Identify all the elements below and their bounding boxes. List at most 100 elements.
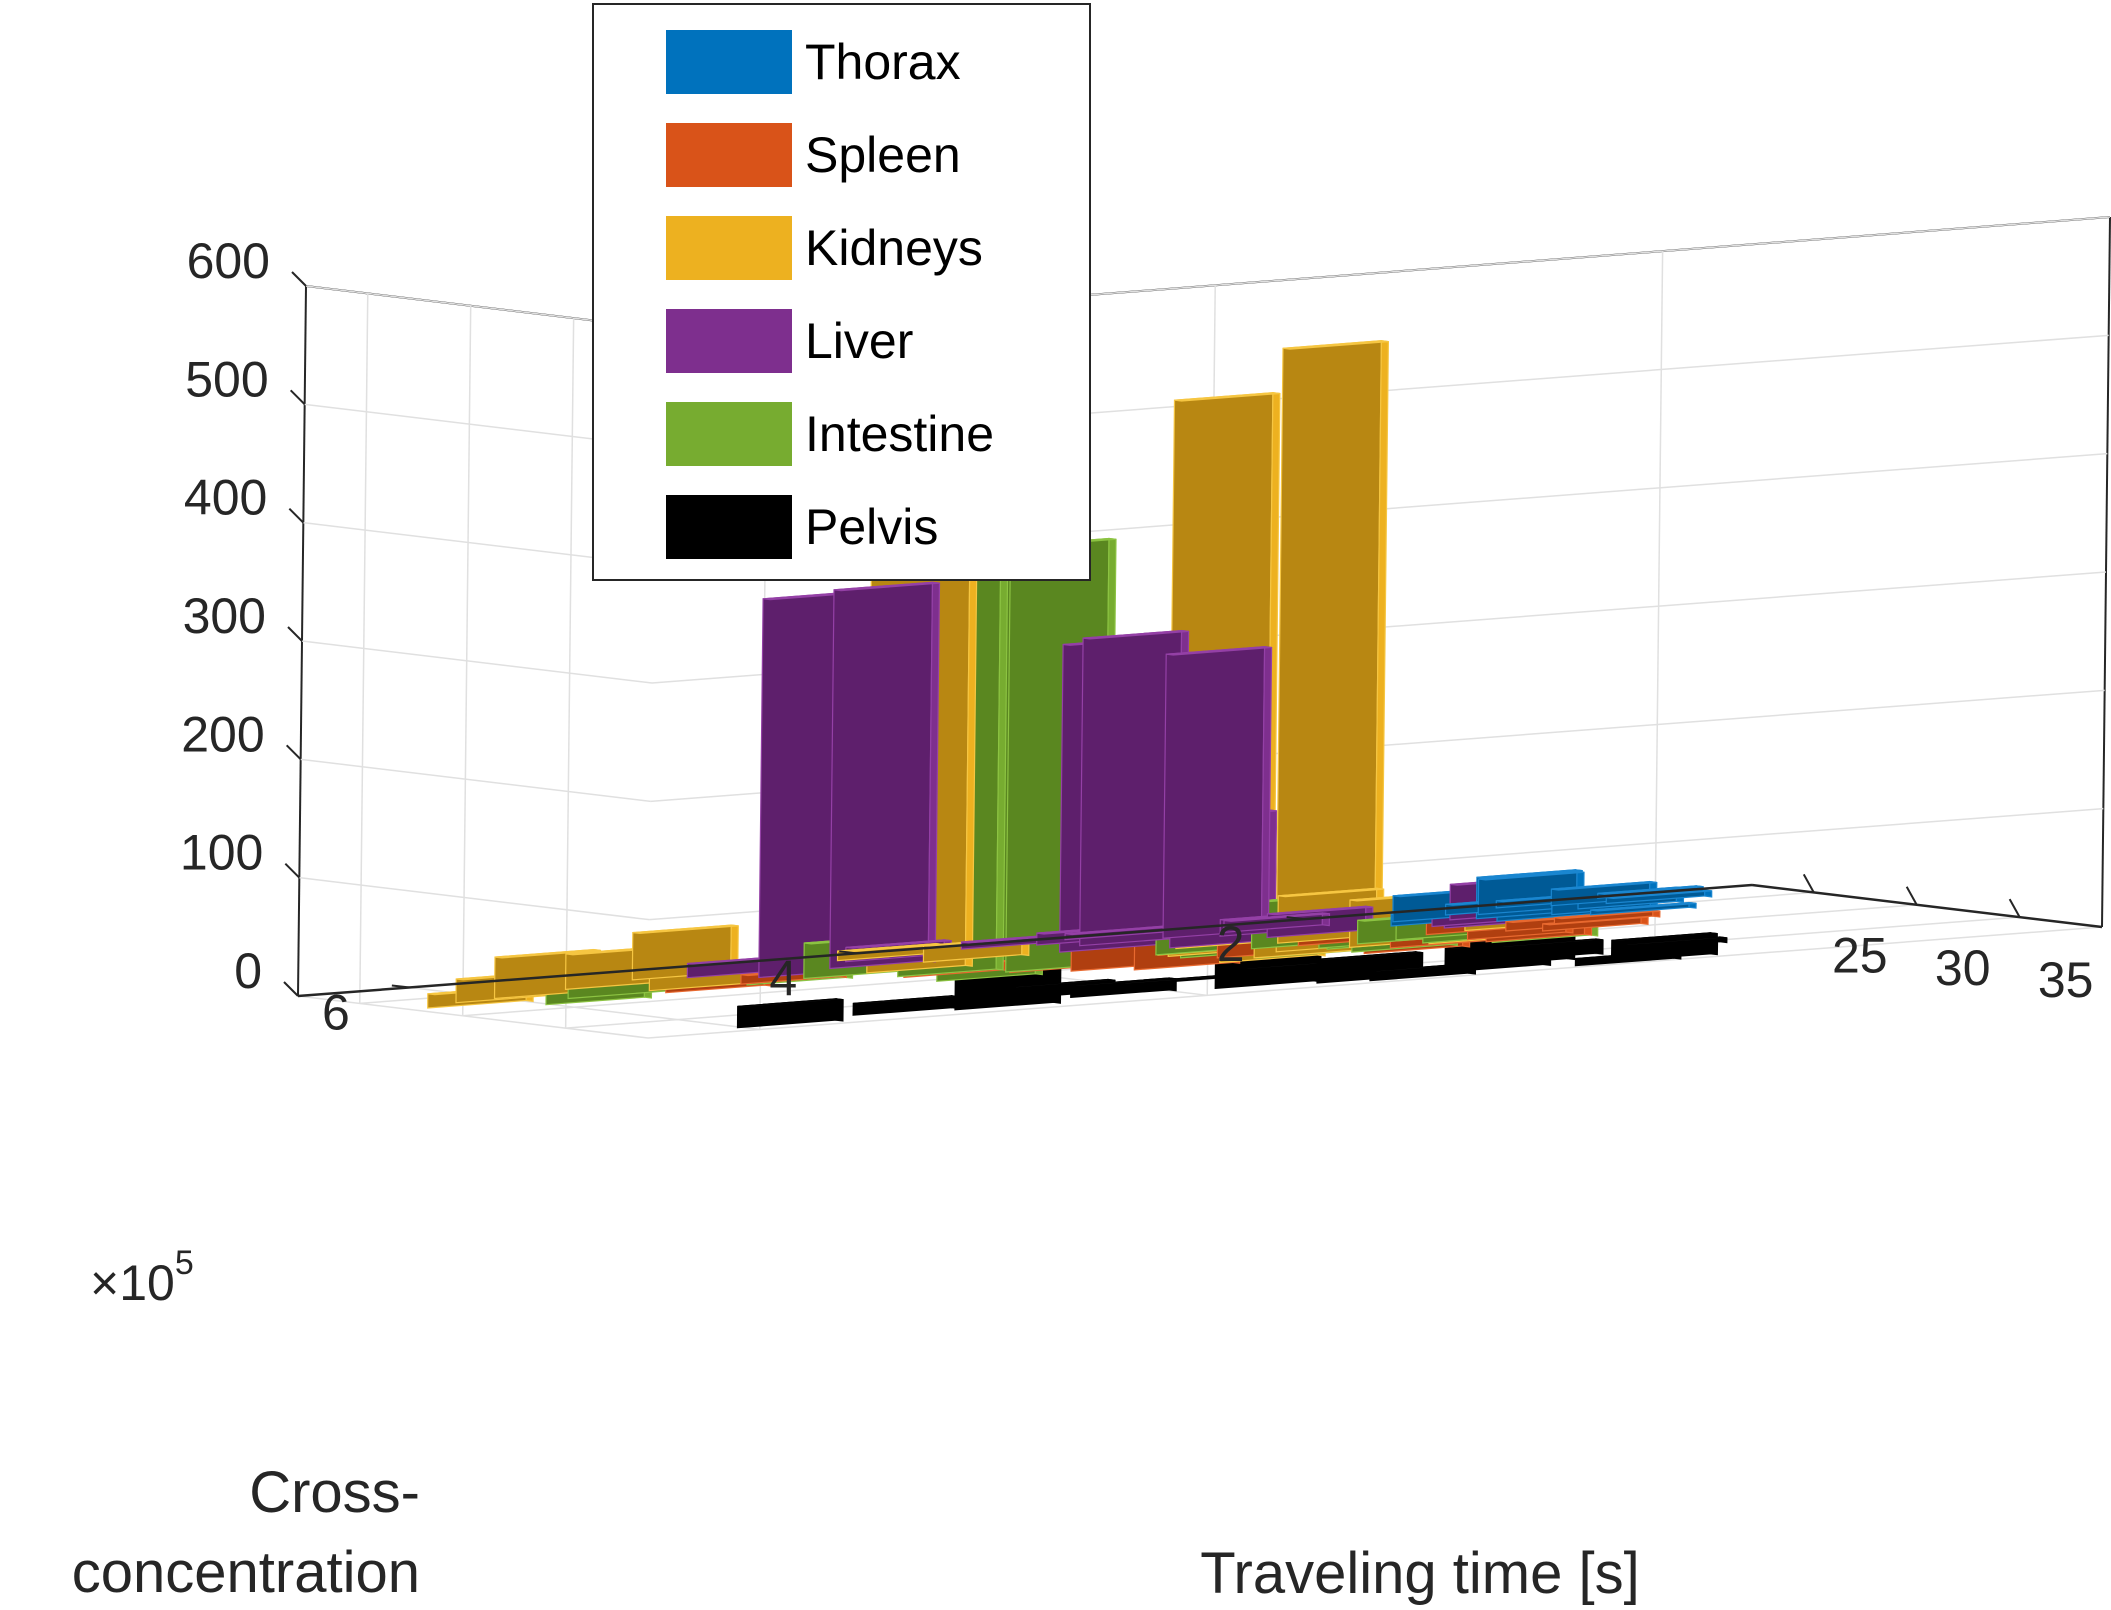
legend-label: Kidneys <box>805 220 983 276</box>
z-tick-mark <box>285 744 302 761</box>
legend-swatch <box>666 123 792 187</box>
axes-box-front <box>297 883 2103 998</box>
legend-swatch <box>666 30 792 94</box>
bar-top-face <box>1317 951 1423 961</box>
bar-top-face <box>833 581 940 592</box>
legend-entry-kidneys: Kidneys <box>666 216 983 280</box>
legend-box <box>592 3 1091 581</box>
tick-layer: 0 100 200 300 400 500 600 25 30 35 2 4 6 <box>180 233 2094 1040</box>
z-tick-label: 600 <box>187 233 270 289</box>
bar-pelvis <box>1496 938 1604 962</box>
y-axis-multiplier: ×105 <box>90 1244 194 1311</box>
z-tick-mark <box>284 862 301 879</box>
legend-swatch <box>666 309 792 373</box>
x-tick-mark <box>2008 898 2021 918</box>
z-tick-label: 300 <box>183 588 266 644</box>
bar-top-face <box>1478 870 1585 881</box>
y-tick-label: 2 <box>1217 916 1245 972</box>
bar-kidneys <box>1275 340 1390 953</box>
y-tick-mark <box>1286 916 1305 921</box>
z-tick-label: 200 <box>181 706 264 762</box>
grid-line-x-back <box>461 305 472 1016</box>
bar-top-face <box>1009 978 1116 989</box>
bar-top-face <box>1083 629 1189 640</box>
legend-entry-liver: Liver <box>666 309 913 373</box>
x-tick-mark <box>1802 873 1815 893</box>
grid-line-z-back <box>300 758 651 803</box>
y-axis-label-line-1: Cross- <box>249 1460 420 1525</box>
x-axis-label: Traveling time [s] <box>1200 1541 1639 1606</box>
bar-pelvis <box>736 998 844 1029</box>
bar-top-face <box>494 948 601 959</box>
bar-top-face <box>1597 885 1704 895</box>
bar-spleen <box>1553 909 1661 925</box>
bar-top-face <box>845 939 952 949</box>
z-tick-label: 500 <box>185 351 268 407</box>
bar-top-face <box>1590 901 1697 912</box>
bar-top-face <box>1621 936 1727 947</box>
x-tick-label: 35 <box>2038 952 2094 1008</box>
x-tick-label: 25 <box>1832 927 1888 983</box>
z-tick-mark <box>283 981 299 997</box>
legend-swatch <box>666 216 792 280</box>
grid-line-y-right <box>1653 251 1664 962</box>
bar-liver <box>1162 646 1273 939</box>
y-tick-mark <box>839 950 858 955</box>
bar-front-face <box>1321 912 1331 927</box>
bar-pelvis <box>852 995 960 1016</box>
legend-swatch <box>666 495 792 559</box>
legend-label: Liver <box>805 313 913 369</box>
bar-top-face <box>1174 392 1280 402</box>
bar-side-face <box>1275 340 1383 953</box>
x-tick-label: 30 <box>1935 940 1991 996</box>
legend-entry-thorax: Thorax <box>666 30 961 94</box>
bar-front-face <box>835 998 844 1022</box>
bar-side-face <box>1162 646 1266 939</box>
legend-swatch <box>666 402 792 466</box>
bar-front-face <box>1595 938 1604 955</box>
y-axis-multiplier-base: ×10 <box>90 1255 175 1311</box>
bar-top-face <box>632 924 739 935</box>
z-tick-label: 400 <box>184 470 267 526</box>
box-edge-floor-front <box>1751 883 2103 929</box>
bar-top-face <box>1223 912 1330 922</box>
bar-top-face <box>1278 887 1384 898</box>
bar-top-face <box>1267 905 1373 916</box>
bar-top-face <box>1554 909 1660 920</box>
bar-thorax <box>1589 901 1697 916</box>
grid-line-z-back <box>301 640 653 684</box>
bar-top-face <box>1282 340 1389 350</box>
x-tick-mark <box>1905 886 1918 906</box>
legend: Thorax Spleen Kidneys Liver Intestine Pelvis <box>592 3 1091 581</box>
y-tick-label: 4 <box>769 950 797 1006</box>
grid-line-x-back <box>564 318 575 1029</box>
grid-line-x-back <box>359 293 369 1004</box>
grid-line-z-back <box>299 876 650 921</box>
bar-side-face <box>829 581 934 970</box>
box-edge-floor-left <box>297 883 1753 998</box>
z-tick-label: 100 <box>180 825 263 881</box>
grid-line-right-floor <box>647 926 2103 1039</box>
bar-liver <box>829 581 941 970</box>
legend-items: Thorax Spleen Kidneys Liver Intestine Pelvis <box>666 30 994 559</box>
z-tick-mark <box>291 271 307 287</box>
z-tick-mark <box>289 389 306 406</box>
bar-top-face <box>1611 932 1718 942</box>
y-axis-label-line-2: concentration <box>72 1540 420 1605</box>
grid-line-back-floor <box>297 995 649 1039</box>
legend-label: Spleen <box>805 127 961 183</box>
bar-top-face <box>1166 646 1272 656</box>
legend-label: Intestine <box>805 406 994 462</box>
legend-label: Pelvis <box>805 499 938 555</box>
bar-top-face <box>1497 938 1604 949</box>
y-axis-multiplier-exponent: 5 <box>175 1244 194 1282</box>
legend-entry-pelvis: Pelvis <box>666 495 938 559</box>
y-tick-label: 6 <box>322 984 350 1040</box>
legend-label: Thorax <box>805 34 961 90</box>
legend-entry-intestine: Intestine <box>666 402 994 466</box>
legend-entry-spleen: Spleen <box>666 123 961 187</box>
bar-pelvis <box>1620 936 1728 950</box>
bar-top-face <box>1551 880 1657 891</box>
bar-top-face <box>737 998 844 1008</box>
